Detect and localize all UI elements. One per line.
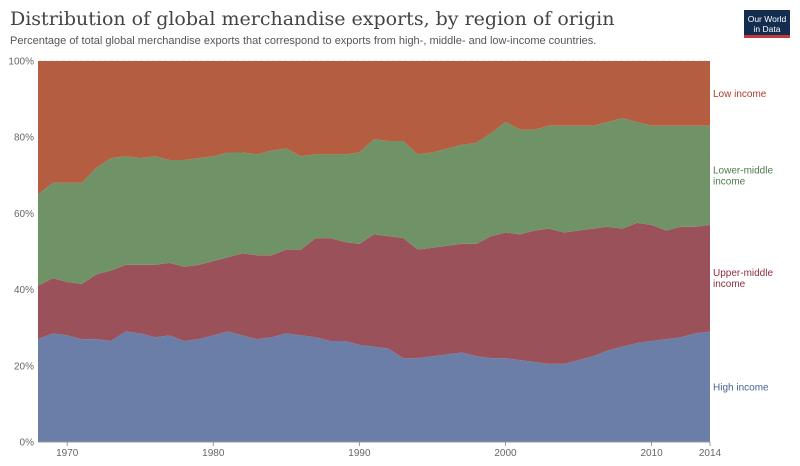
x-tick-label: 1970 (56, 448, 79, 459)
x-tick-label: 1990 (348, 448, 371, 459)
series-label-line: Lower-middle (713, 165, 773, 176)
series-label-line: income (713, 176, 746, 187)
x-axis: 1970 1980 1990 2000 2010 2014 (38, 441, 722, 459)
area-high-income[interactable] (38, 331, 710, 442)
logo-line-2: in Data (753, 24, 781, 34)
y-tick-label: 100% (8, 57, 34, 68)
y-axis-ticks: 0% 20% 40% 60% 80% 100% (8, 57, 34, 449)
area-upper-middle-income[interactable] (38, 222, 710, 364)
series-label-upper-middle-income: Upper-middle income (713, 268, 773, 290)
x-tick-label: 1980 (202, 448, 225, 459)
area-series (38, 61, 710, 442)
x-tick-label: 2014 (699, 448, 722, 459)
x-tick-label: 2010 (640, 448, 663, 459)
y-tick-label: 60% (14, 209, 34, 220)
series-label-lower-middle-income: Lower-middle income (713, 165, 773, 187)
owid-logo[interactable]: Our World in Data (744, 10, 790, 38)
series-label-line: High income (713, 382, 769, 393)
y-tick-label: 40% (14, 285, 34, 296)
y-tick-label: 80% (14, 133, 34, 144)
chart-title: Distribution of global merchandise expor… (10, 8, 615, 30)
series-label-low-income: Low income (713, 89, 767, 100)
series-label-line: Low income (713, 89, 767, 100)
y-tick-label: 20% (14, 361, 34, 372)
series-label-high-income: High income (713, 382, 769, 393)
x-tick-label: 2000 (494, 448, 517, 459)
series-label-line: income (713, 279, 746, 290)
area-low-income[interactable] (38, 61, 710, 195)
logo-line-1: Our World (747, 14, 787, 24)
area-lower-middle-income[interactable] (38, 118, 710, 286)
series-label-line: Upper-middle (713, 268, 773, 279)
y-tick-label: 0% (20, 438, 35, 449)
chart-subtitle: Percentage of total global merchandise e… (10, 35, 597, 47)
